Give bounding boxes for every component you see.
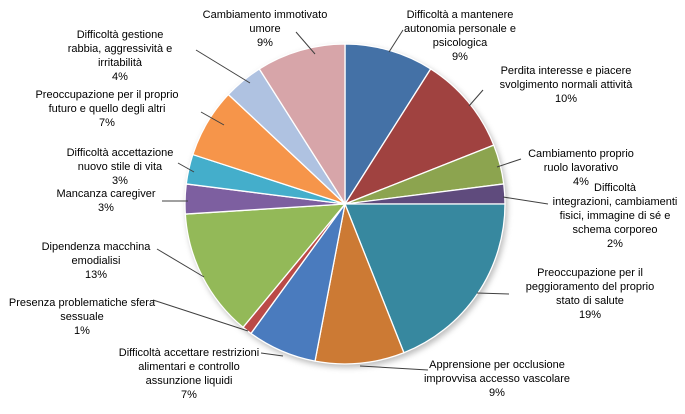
leader-line-8 (152, 299, 249, 332)
leader-line-2 (468, 89, 484, 107)
leader-line-14 (295, 31, 316, 55)
pie-slice-14 (258, 43, 346, 205)
pie-slice-6 (314, 203, 405, 365)
pie-slices-group (184, 43, 506, 365)
pie-slice-5 (344, 203, 506, 354)
leader-line-4 (502, 196, 549, 205)
leader-line-3 (496, 158, 522, 168)
leader-line-7 (260, 352, 284, 357)
leader-line-13 (195, 49, 251, 84)
pie-slice-2 (344, 68, 495, 205)
leader-line-6 (359, 365, 429, 371)
leader-line-12 (200, 111, 225, 126)
leader-line-11 (177, 162, 195, 173)
leader-line-9 (156, 248, 205, 278)
leader-lines-group (152, 29, 549, 371)
leader-line-5 (476, 292, 510, 295)
leader-line-1 (388, 29, 404, 53)
